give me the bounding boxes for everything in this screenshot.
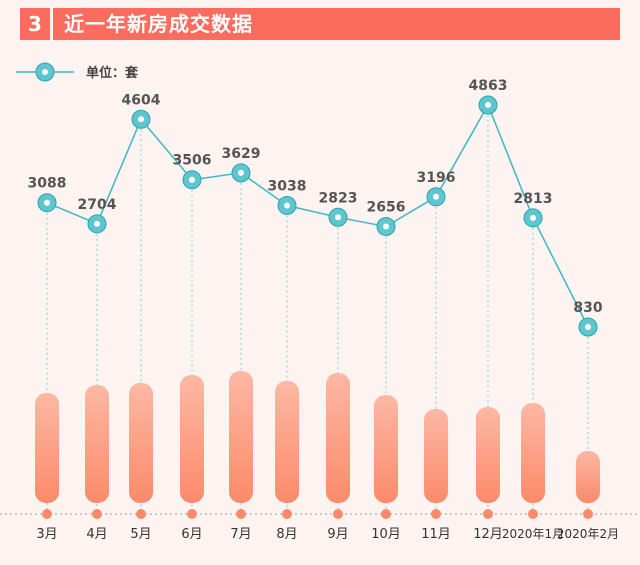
tick-label: 8月 [276, 527, 297, 542]
tick-label: 4月 [86, 527, 107, 542]
bar [229, 371, 253, 503]
bar [85, 385, 109, 503]
tick-label: 9月 [327, 527, 348, 542]
data-point-center [138, 116, 144, 123]
data-label: 2656 [367, 199, 406, 215]
bar [180, 375, 204, 503]
data-label: 4863 [469, 78, 508, 94]
data-point-center [335, 214, 341, 221]
data-label: 3088 [28, 176, 67, 192]
data-point-center [44, 199, 50, 206]
data-point-center [585, 324, 591, 330]
tick-dot [42, 509, 52, 519]
bar [129, 383, 153, 503]
tick-label: 7月 [230, 527, 251, 542]
bar [424, 409, 448, 503]
tick-dot [381, 509, 391, 519]
tick-label: 2020年1月 [502, 527, 564, 541]
data-point-center [238, 169, 244, 176]
tick-dot [431, 509, 441, 519]
data-point-center [383, 223, 389, 230]
data-point-center [485, 102, 491, 108]
data-point-center [94, 220, 100, 227]
tick-label: 10月 [371, 527, 401, 542]
tick-dot [528, 509, 538, 519]
data-label: 3038 [268, 178, 307, 194]
tick-dot [136, 509, 146, 519]
tick-label: 3月 [36, 527, 57, 542]
tick-dot [236, 509, 246, 519]
tick-dot [483, 509, 493, 519]
data-label: 3506 [173, 153, 212, 169]
data-label: 4604 [122, 92, 161, 108]
tick-dot [333, 509, 343, 519]
data-point-center [530, 214, 536, 221]
tick-label: 5月 [130, 527, 151, 542]
bar [374, 395, 398, 503]
tick-dot [187, 509, 197, 519]
data-point-center [284, 202, 290, 209]
data-point-center [189, 176, 195, 183]
bar [576, 451, 600, 503]
tick-label: 6月 [181, 527, 202, 542]
section-title: 近一年新房成交数据 [64, 12, 253, 36]
tick-dot [92, 509, 102, 519]
data-label: 2823 [319, 190, 358, 206]
bar [476, 407, 500, 503]
bar [326, 373, 350, 503]
tick-dot [583, 509, 593, 519]
section-header: 3 近一年新房成交数据 [20, 8, 620, 40]
data-label: 2813 [514, 191, 553, 207]
section-number: 3 [20, 8, 53, 40]
tick-label: 2020年2月 [557, 527, 619, 541]
tick-label: 11月 [421, 527, 451, 542]
legend: 单位：套 [16, 62, 139, 82]
legend-label: 单位：套 [86, 65, 139, 81]
bar [35, 393, 59, 503]
tick-label: 12月 [473, 527, 503, 542]
data-label: 3629 [222, 146, 261, 162]
tick-dot [282, 509, 292, 519]
bar [275, 381, 299, 503]
bar [521, 403, 545, 503]
data-point-center [433, 193, 439, 200]
data-label: 3196 [417, 170, 456, 186]
data-label: 830 [573, 300, 602, 316]
series-line [46, 103, 589, 328]
legend-marker-dot [42, 69, 48, 75]
data-label: 2704 [78, 197, 117, 213]
